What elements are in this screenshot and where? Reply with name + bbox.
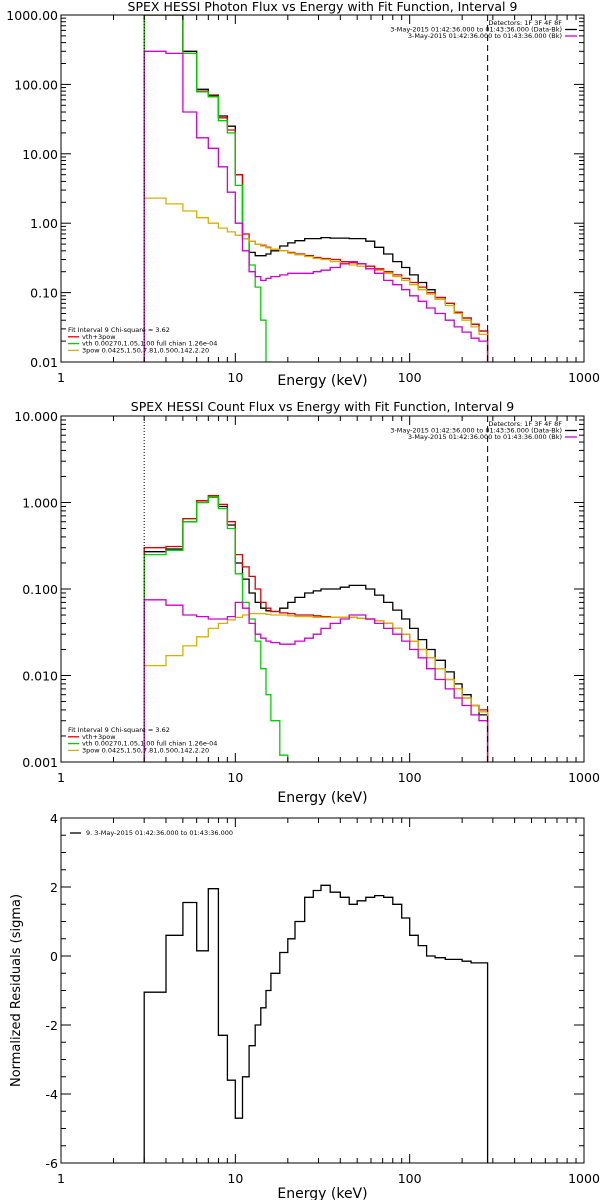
x-tick-label: 10 (227, 1171, 243, 1186)
legend-entry: 3-May-2015 01:42:36.000 to 01:43:36.000 … (408, 433, 562, 441)
legend-fit: Fit Interval 9 Chi-square = 3.62vth+3pow… (68, 326, 217, 354)
legend-top-right: Detectors: 1F 3F 4F 8F3-May-2015 01:42:3… (390, 420, 577, 441)
y-tick-label: 1.00 (30, 216, 58, 231)
plot-frame (60, 14, 585, 363)
series-background (143, 50, 489, 362)
y-tick-label: 0 (50, 949, 58, 964)
chart-1: SPEX HESSI Photon Flux vs Energy with Fi… (6, 0, 600, 389)
x-tick-label: 1 (57, 370, 65, 385)
series-background (143, 599, 489, 762)
series-3pow (143, 612, 489, 762)
y-tick-label: -6 (46, 1156, 59, 1171)
legend-fit: Fit Interval 9 Chi-square = 3.62vth+3pow… (68, 726, 217, 754)
legend-entry: 3pow 0.0425,1.50,7.81,0.500,142,2.20 (82, 746, 209, 754)
legend-entry: vth+3pow (82, 333, 116, 341)
legend-entry: Detectors: 1F 3F 4F 8F (488, 19, 562, 27)
x-axis-label: Energy (keV) (277, 1186, 367, 1200)
series-vth (143, 496, 489, 762)
series-3pow (143, 197, 489, 362)
series-data (143, 496, 489, 762)
x-tick-label: 100 (398, 770, 422, 785)
x-tick-label: 1000 (568, 370, 600, 385)
series-vth_3pow (143, 15, 489, 362)
legend-entry: 3pow 0.0425,1.50,7.81,0.500,142,2.20 (82, 346, 209, 354)
legend-entry: 3-May-2015 01:42:36.000 to 01:43:36.000 … (390, 26, 562, 34)
x-tick-label: 10 (227, 770, 243, 785)
legend-entry: Fit Interval 9 Chi-square = 3.62 (68, 726, 170, 734)
legend-entry: 3-May-2015 01:42:36.000 to 01:43:36.000 … (408, 32, 562, 40)
y-tick-label: 0.010 (22, 669, 58, 684)
legend-top-right: Detectors: 1F 3F 4F 8F3-May-2015 01:42:3… (390, 19, 577, 40)
x-axis-label: Energy (keV) (277, 790, 367, 806)
y-axis-label: Normalized Residuals (sigma) (9, 894, 24, 1087)
legend-entry: 9. 3-May-2015 01:42:36.000 to 01:43:36.0… (86, 829, 233, 837)
x-tick-label: 100 (398, 1171, 422, 1186)
series-vth (143, 15, 489, 362)
x-tick-label: 100 (398, 370, 422, 385)
x-tick-label: 1000 (568, 770, 600, 785)
y-tick-label: 100.00 (14, 77, 58, 92)
y-tick-label: 0.001 (22, 755, 58, 770)
y-tick-label: -2 (46, 1018, 58, 1033)
legend-entry: 3-May-2015 01:42:36.000 to 01:43:36.000 … (390, 427, 562, 435)
y-tick-label: 10.00 (22, 147, 58, 162)
legend-entry: vth+3pow (82, 733, 116, 741)
legend-entry: Fit Interval 9 Chi-square = 3.62 (68, 326, 170, 334)
y-tick-label: 0.01 (30, 355, 58, 370)
y-tick-label: 2 (50, 880, 58, 895)
x-axis-label: Energy (keV) (277, 373, 367, 389)
chart-title: SPEX HESSI Count Flux vs Energy with Fit… (131, 399, 514, 414)
y-tick-label: 0.100 (22, 582, 58, 597)
series-group (143, 884, 489, 1163)
chart-3: 1 10 100 1000 Energy (keV) -6 -4 -2 0 2 4 Normalize… (9, 811, 600, 1200)
series-vth_3pow (143, 495, 489, 762)
x-tick-label: 1000 (568, 1171, 600, 1186)
series-data (143, 15, 489, 362)
chart-title: SPEX HESSI Photon Flux vs Energy with Fi… (128, 0, 518, 14)
y-tick-label: 1.000 (22, 496, 58, 511)
x-tick-label: 1 (57, 770, 65, 785)
series-data (143, 884, 489, 1163)
series-group (143, 495, 489, 762)
legend-entry: vth 0.00270,1.05,1.00 full chian 1.26e-0… (82, 340, 217, 348)
y-tick-label: -4 (46, 1087, 59, 1102)
y-tick-label: 0.10 (30, 286, 58, 301)
y-tick-label: 10.000 (14, 409, 58, 424)
x-tick-label: 1 (57, 1171, 65, 1186)
chart-2: SPEX HESSI Count Flux vs Energy with Fit… (14, 399, 600, 806)
y-tick-label: 4 (50, 811, 58, 826)
legend-entry: Detectors: 1F 3F 4F 8F (488, 420, 562, 428)
plot-frame (60, 817, 585, 1164)
legend-entry: vth 0.00270,1.05,1.00 full chian 1.26e-0… (82, 740, 217, 748)
y-tick-label: 1000.00 (6, 8, 58, 23)
x-tick-label: 10 (227, 370, 243, 385)
series-group (143, 15, 489, 362)
